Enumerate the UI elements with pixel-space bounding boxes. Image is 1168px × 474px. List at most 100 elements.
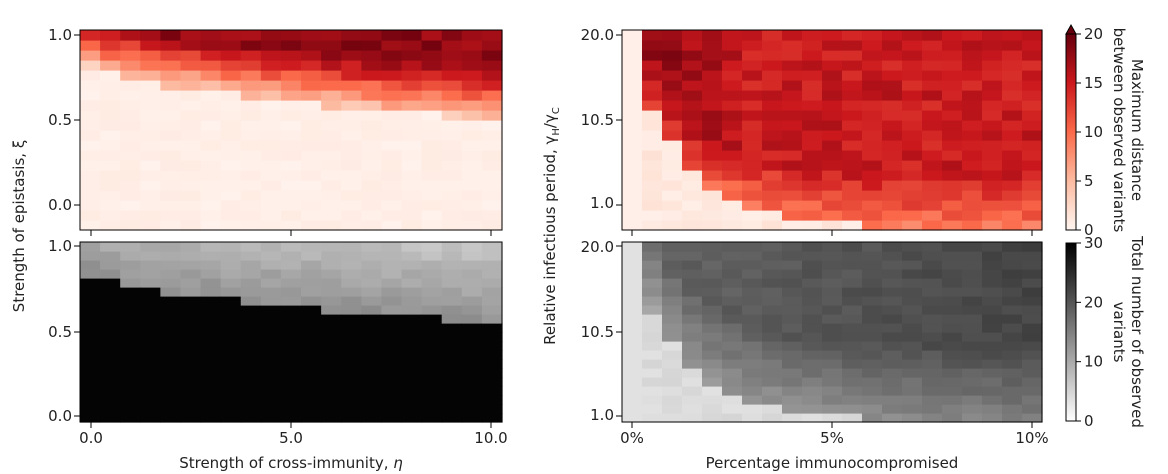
heatmap-cell <box>1002 160 1023 171</box>
heatmap-cell <box>702 404 723 414</box>
heatmap-cell <box>120 404 141 414</box>
heatmap-cell <box>80 180 101 191</box>
heatmap-cell <box>822 269 843 279</box>
heatmap-cell <box>160 377 182 387</box>
heatmap-cell <box>381 150 403 161</box>
heatmap-cell <box>341 220 362 231</box>
heatmap-cell <box>301 377 322 387</box>
heatmap-cell <box>80 332 101 342</box>
heatmap-cell <box>882 386 903 396</box>
heatmap-cell <box>180 395 202 405</box>
heatmap-cell <box>361 305 383 315</box>
heatmap-cell <box>882 359 903 369</box>
heatmap-cell <box>822 404 843 414</box>
heatmap-cell <box>882 269 903 279</box>
heatmap-cell <box>240 269 262 279</box>
heatmap-cell <box>942 120 963 131</box>
heatmap-cell <box>942 242 963 252</box>
heatmap-cell <box>321 413 342 423</box>
heatmap-cell <box>80 359 101 369</box>
heatmap-cell <box>301 395 322 405</box>
heatmap-cell <box>922 110 943 121</box>
heatmap-cell <box>280 200 302 211</box>
heatmap-cell <box>702 332 723 342</box>
heatmap-cell <box>662 395 683 405</box>
heatmap-cell <box>401 404 423 414</box>
heatmap-cell <box>982 287 1003 297</box>
heatmap-cell <box>702 305 723 315</box>
heatmap-cell <box>200 323 222 333</box>
y-tick-label: 1.0 <box>48 237 72 255</box>
heatmap-cell <box>842 30 863 41</box>
heatmap-cell <box>942 50 963 61</box>
heatmap-cell <box>822 210 843 221</box>
heatmap-cell <box>782 190 803 201</box>
heatmap-cell <box>260 314 282 324</box>
heatmap-cell <box>862 60 883 71</box>
heatmap-cell <box>200 180 222 191</box>
heatmap-cell <box>421 323 443 333</box>
heatmap-cell <box>1022 323 1043 333</box>
heatmap-cell <box>842 60 863 71</box>
heatmap-cell <box>200 332 222 342</box>
heatmap-cell <box>321 395 342 405</box>
heatmap-cell <box>441 90 463 101</box>
heatmap-cell <box>260 377 282 387</box>
heatmap-cell <box>762 60 783 71</box>
heatmap-cell <box>1022 404 1043 414</box>
heatmap-cell <box>140 120 161 131</box>
heatmap-cell <box>260 120 282 131</box>
heatmap-cell <box>401 251 423 261</box>
colorbar-greys <box>1065 242 1077 422</box>
heatmap-cell <box>782 200 803 211</box>
heatmap-cell <box>421 251 443 261</box>
heatmap-cell <box>722 150 743 161</box>
y-tick-label: 20.0 <box>581 26 614 44</box>
heatmap-cell <box>1002 287 1023 297</box>
heatmap-cell <box>762 305 783 315</box>
heatmap-cell <box>441 70 463 81</box>
heatmap-cell <box>341 60 362 71</box>
heatmap-cell <box>882 80 903 91</box>
heatmap-cell <box>1022 100 1043 111</box>
heatmap-cell <box>280 220 302 231</box>
heatmap-cell <box>742 413 763 423</box>
heatmap-cell <box>962 140 983 151</box>
heatmap-cell <box>622 160 643 171</box>
heatmap-cell <box>802 40 823 51</box>
heatmap-cell <box>982 341 1003 351</box>
heatmap-cell <box>441 341 463 351</box>
heatmap-cell <box>1002 323 1023 333</box>
heatmap-cell <box>662 260 683 270</box>
heatmap-cell <box>381 269 403 279</box>
heatmap-cell <box>80 70 101 81</box>
heatmap-cell <box>341 90 362 101</box>
heatmap-cell <box>742 190 763 201</box>
heatmap-cell <box>742 220 763 231</box>
heatmap-cell <box>461 341 483 351</box>
heatmap-cell <box>100 269 121 279</box>
heatmap-cell <box>260 350 282 360</box>
heatmap-cell <box>361 80 383 91</box>
heatmap-cell <box>140 30 161 41</box>
heatmap-cell <box>461 170 483 181</box>
heatmap-cell <box>180 314 202 324</box>
heatmap-cell <box>682 386 703 396</box>
heatmap-cell <box>702 287 723 297</box>
heatmap-cell <box>180 160 202 171</box>
heatmap-cell <box>200 413 222 423</box>
heatmap-cell <box>341 180 362 191</box>
heatmap-cell <box>140 359 161 369</box>
heatmap-cell <box>280 140 302 151</box>
heatmap-cell <box>742 269 763 279</box>
heatmap-cell <box>922 100 943 111</box>
heatmap-cell <box>160 210 182 221</box>
heatmap-cell <box>682 332 703 342</box>
colorbar-extend-arrow <box>1065 23 1077 35</box>
heatmap-cell <box>361 220 383 231</box>
heatmap-cell <box>942 100 963 111</box>
heatmap-cell <box>702 50 723 61</box>
heatmap-cell <box>361 287 383 297</box>
heatmap-cell <box>280 278 302 288</box>
heatmap-cell <box>902 160 923 171</box>
